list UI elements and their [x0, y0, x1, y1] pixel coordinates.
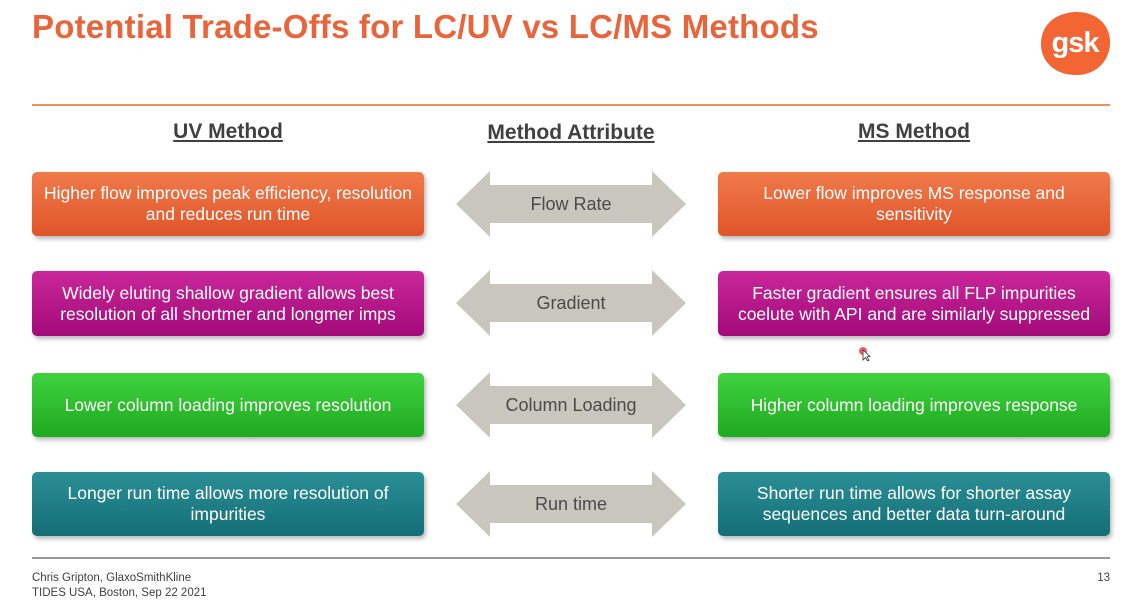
ms-method-heading: MS Method	[858, 120, 970, 143]
gradient-label: Gradient	[536, 292, 606, 313]
logo-wordmark: gsk	[1051, 26, 1100, 59]
ms-run-time-box: Shorter run time allows for shorter assa…	[718, 472, 1110, 536]
gradient-arrow: Gradient	[456, 270, 686, 336]
slide-title: Potential Trade-Offs for LC/UV vs LC/MS …	[32, 8, 819, 45]
run-time-label: Run time	[534, 493, 608, 514]
ms-gradient-box: Faster gradient ensures all FLP impuriti…	[718, 271, 1110, 336]
footer-event: TIDES USA, Boston, Sep 22 2021	[32, 587, 207, 599]
uv-column-loading-box: Lower column loading improves resolution	[32, 373, 424, 437]
ms-flow-rate-box: Lower flow improves MS response and sens…	[718, 172, 1110, 236]
uv-flow-rate-box: Higher flow improves peak efficiency, re…	[32, 172, 424, 236]
pointer-cursor-icon	[858, 346, 872, 362]
flow-rate-label: Flow Rate	[530, 193, 612, 214]
uv-method-heading: UV Method	[173, 120, 283, 143]
ms-column-loading-box: Higher column loading improves response	[718, 373, 1110, 437]
title-divider	[32, 104, 1110, 106]
footer-divider	[32, 557, 1110, 559]
page-number: 13	[1097, 572, 1110, 584]
flow-rate-arrow: Flow Rate	[456, 171, 686, 237]
method-attribute-heading: Method Attribute	[487, 121, 655, 144]
uv-run-time-box: Longer run time allows more resolution o…	[32, 472, 424, 536]
column-loading-arrow: Column Loading	[456, 372, 686, 438]
run-time-arrow: Run time	[456, 471, 686, 537]
gsk-logo: gsk	[1036, 8, 1114, 78]
column-loading-label: Column Loading	[505, 394, 637, 415]
uv-gradient-box: Widely eluting shallow gradient allows b…	[32, 271, 424, 336]
footer-author: Chris Gripton, GlaxoSmithKline	[32, 572, 192, 584]
